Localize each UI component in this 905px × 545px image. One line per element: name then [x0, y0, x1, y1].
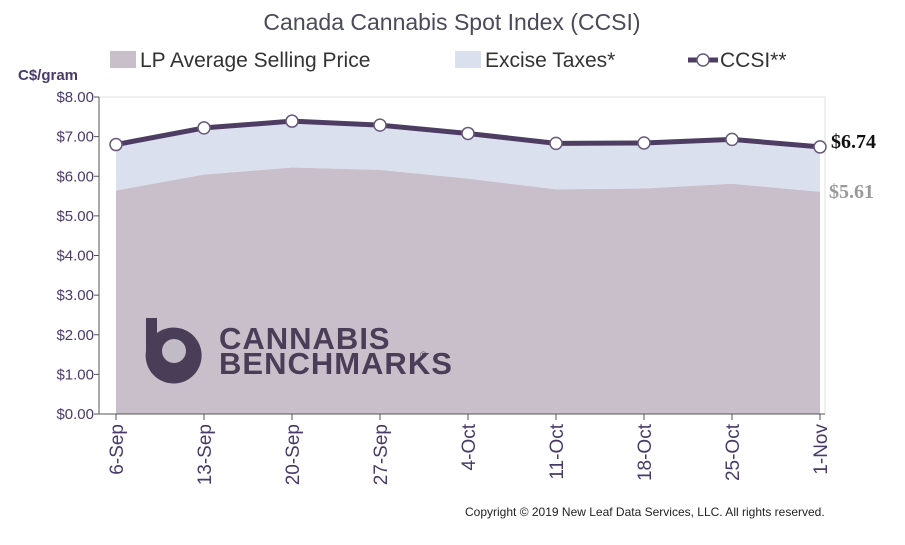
ccsi-point	[285, 114, 299, 128]
excise-taxes-area	[116, 121, 820, 192]
ccsi-point	[725, 132, 739, 147]
logo-line2: BENCHMARKS	[219, 346, 453, 381]
legend: LP Average Selling Price Excise Taxes* C…	[110, 49, 787, 72]
y-tick-label: $7.00	[56, 129, 94, 146]
ccsi-point	[637, 136, 651, 150]
y-tick-label: $5.00	[56, 208, 94, 225]
ccsi-point	[461, 126, 475, 141]
y-axis-ticks: $0.00 $1.00 $2.00 $3.00 $4.00 $5.00 $6.00 $7.00…	[56, 89, 99, 423]
logo-line1: CANNABIS	[219, 321, 391, 356]
x-tick-label: 4-Oct	[459, 423, 480, 470]
ccsi-point	[813, 140, 827, 154]
area-layer	[116, 121, 820, 414]
lp-end-label: $5.61	[829, 181, 874, 203]
ccsi-line-layer	[109, 114, 827, 154]
legend-swatch-ccsi-marker	[696, 53, 710, 67]
x-tick-label: 11-Oct	[547, 423, 568, 479]
y-tick-label: $3.00	[56, 287, 94, 304]
y-tick-label: $2.00	[56, 327, 94, 344]
lp-average-selling-price-area	[116, 167, 820, 414]
cannabis-benchmarks-logo: CANNABIS BENCHMARKS ®	[145, 318, 453, 384]
x-tick-label: 18-Oct	[635, 423, 656, 481]
y-tick-label: $4.00	[56, 248, 94, 265]
y-tick-label: $0.00	[56, 406, 94, 423]
logo-registered-mark: ®	[420, 350, 427, 360]
ccsi-point	[109, 137, 123, 152]
legend-swatch-excise	[455, 51, 481, 68]
y-axis-label: C$/gram	[18, 67, 78, 84]
legend-label-excise: Excise Taxes*	[485, 49, 615, 72]
y-tick-label: $1.00	[56, 366, 94, 383]
chart-title: Canada Cannabis Spot Index (CCSI)	[263, 9, 640, 35]
x-axis-ticks: 6-Sep 13-Sep 20-Sep 27-Sep 4-Oct 11-Oct 18-Oct…	[107, 414, 832, 485]
y-tick-label: $6.00	[56, 168, 94, 185]
x-tick-label: 6-Sep	[107, 424, 128, 475]
legend-swatch-lp	[110, 51, 136, 68]
x-tick-label: 27-Sep	[371, 424, 392, 485]
x-tick-label: 25-Oct	[723, 423, 744, 481]
copyright-notice: Copyright © 2019 New Leaf Data Services,…	[465, 505, 825, 519]
ccsi-point	[549, 136, 563, 151]
logo-mark-inner-icon	[162, 339, 186, 363]
legend-label-lp: LP Average Selling Price	[140, 49, 370, 72]
x-tick-label: 20-Sep	[283, 424, 304, 485]
x-tick-label: 13-Sep	[195, 424, 216, 485]
legend-label-ccsi: CCSI**	[720, 49, 787, 72]
ccsi-point	[197, 121, 211, 135]
ccsi-end-label: $6.74	[831, 131, 876, 153]
ccsi-point	[373, 118, 387, 132]
x-tick-label: 1-Nov	[811, 424, 832, 475]
y-tick-label: $8.00	[56, 89, 94, 106]
